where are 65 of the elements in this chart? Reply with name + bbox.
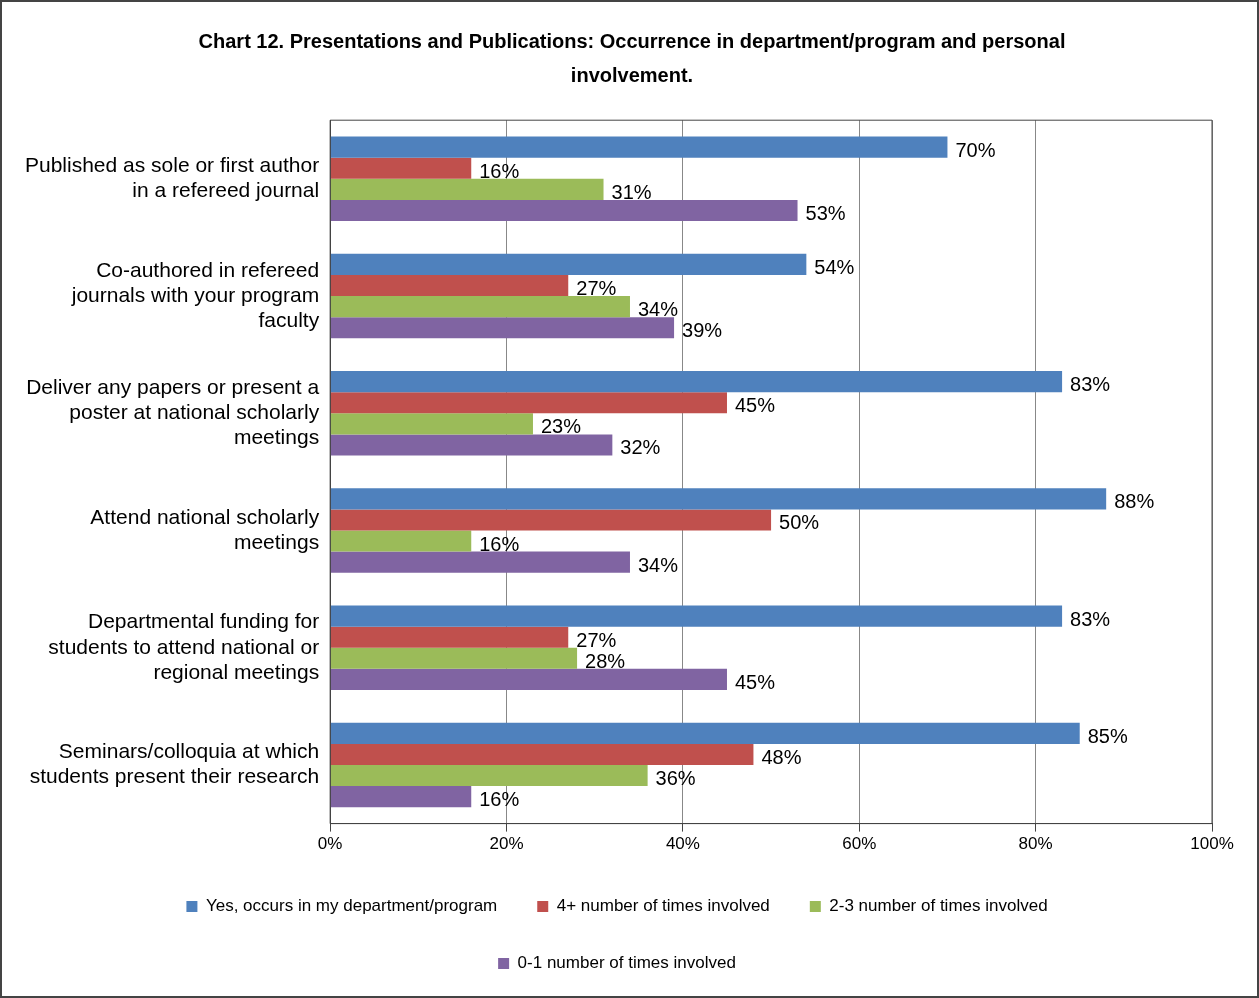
x-tick-label: 100% — [1190, 834, 1234, 854]
bar — [330, 296, 630, 318]
data-label: 36% — [655, 767, 696, 790]
bar — [330, 743, 754, 765]
data-label: 34% — [637, 553, 679, 576]
bar — [330, 530, 472, 552]
bar — [330, 647, 578, 669]
data-label: 45% — [734, 394, 776, 417]
bar — [330, 274, 569, 297]
data-label: 88% — [1114, 490, 1155, 513]
data-label: 48% — [761, 745, 802, 768]
data-label: 83% — [1070, 607, 1111, 630]
y-tick-label: Published as sole or first author in a refereed journal — [25, 153, 320, 202]
y-tick-label: Attend national scholarly meetings — [90, 504, 320, 553]
bar — [330, 551, 630, 573]
legend-label: 0-1 number of times involved — [517, 953, 736, 973]
data-label: 16% — [479, 788, 520, 811]
bar — [330, 178, 604, 200]
legend-label: 4+ number of times involved — [556, 896, 770, 916]
bar — [330, 253, 807, 275]
data-label: 34% — [637, 298, 679, 321]
data-label: 70% — [955, 138, 996, 161]
data-label: 28% — [585, 649, 626, 672]
bar — [330, 722, 1080, 744]
x-tick-label: 80% — [1018, 834, 1053, 854]
bar — [330, 413, 533, 435]
bar — [330, 786, 472, 808]
data-label: 39% — [682, 319, 723, 342]
legend-label: 2-3 number of times involved — [829, 896, 1048, 916]
bar — [330, 317, 675, 339]
data-label: 85% — [1087, 724, 1128, 747]
x-tick-label: 0% — [317, 834, 343, 854]
y-tick-label: Deliver any papers or present a poster at national scholarly meetings — [26, 374, 320, 449]
bar — [330, 157, 472, 179]
data-label: 45% — [734, 670, 776, 693]
data-label: 27% — [576, 628, 617, 651]
data-label: 31% — [611, 180, 652, 203]
bar — [330, 199, 798, 222]
bar — [330, 626, 569, 648]
x-tick-label: 60% — [842, 834, 877, 854]
data-label: 27% — [576, 277, 617, 300]
data-label: 23% — [540, 415, 582, 438]
bar — [330, 668, 727, 690]
bar — [330, 764, 648, 787]
data-label: 54% — [814, 255, 855, 278]
bar — [330, 488, 1107, 510]
x-tick-label: 40% — [665, 834, 700, 854]
y-tick-label: Seminars/colloquia at which students present their research — [29, 739, 320, 788]
legend-label: Yes, occurs in my department/program — [205, 896, 498, 916]
bar — [330, 509, 772, 531]
chart-title: Chart 12. Presentations and Publications: Occurrence in department/program and personal involvement. — [197, 29, 1067, 88]
bar — [330, 434, 613, 456]
bar — [330, 136, 948, 158]
data-label: 50% — [779, 511, 820, 534]
data-label: 83% — [1070, 373, 1111, 396]
data-label: 16% — [479, 159, 520, 182]
bar — [330, 392, 727, 414]
bar — [330, 605, 1063, 627]
data-label: 53% — [805, 201, 846, 224]
x-tick-label: 20% — [489, 834, 524, 854]
y-tick-label: Co-authored in refereed journals with your program faculty — [70, 257, 320, 332]
bar — [330, 371, 1063, 393]
data-label: 32% — [620, 436, 661, 459]
y-tick-label: Departmental funding for students to attend national or regional meetings — [48, 609, 320, 683]
data-label: 16% — [479, 532, 520, 555]
